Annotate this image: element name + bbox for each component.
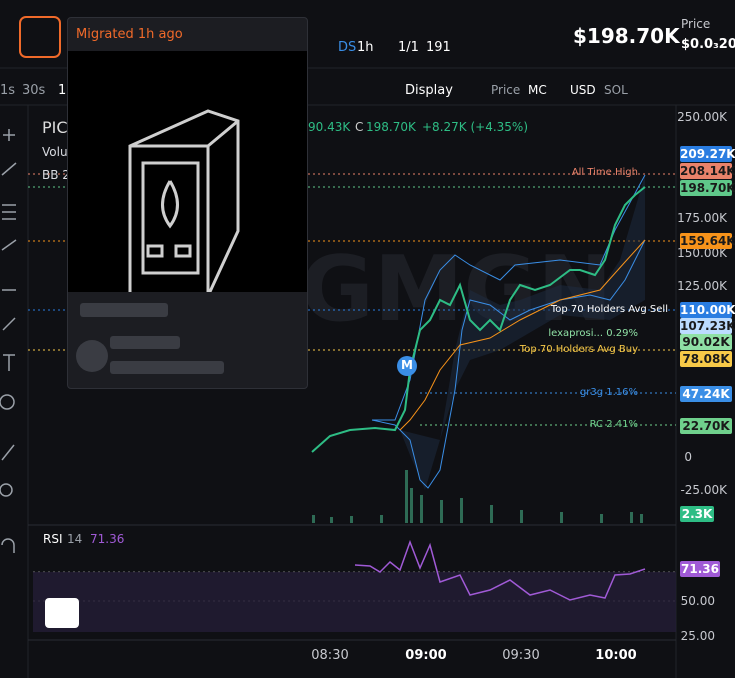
axis-label: 125.00K: [677, 279, 727, 293]
time-label: 10:00: [595, 648, 637, 663]
time-label: 08:30: [311, 648, 349, 663]
time-label: 09:00: [405, 648, 447, 663]
rsi-line: [354, 539, 646, 601]
axis-label: 150.00K: [677, 246, 727, 260]
usd-toggle[interactable]: USD: [570, 83, 596, 97]
price-tag: 90.02K: [680, 334, 732, 350]
migration-marker: [397, 356, 417, 376]
line-label: lexaprosi... 0.29%: [548, 328, 638, 339]
volume-bars: [312, 470, 643, 523]
price-label: Price: [681, 17, 711, 31]
volume-legend: Volu: [42, 145, 68, 159]
price-tag: 47.24K: [680, 386, 732, 402]
axis-label: 250.00K: [677, 110, 727, 124]
axis-label: 175.00K: [677, 211, 727, 225]
rsi-tag: 71.36: [680, 561, 720, 577]
popover-title: Migrated 1h ago: [76, 27, 183, 42]
holders: 1/1: [398, 40, 419, 55]
bb-legend: BB 2: [42, 168, 70, 182]
ds-link[interactable]: DS: [338, 40, 357, 55]
tv-logo: [45, 598, 79, 628]
skeleton: [110, 361, 224, 374]
line-label: gr3g 1.16%: [579, 387, 638, 398]
price-tag: 22.70K: [680, 418, 732, 434]
rsi-label: RSI: [43, 532, 63, 546]
close-value: 198.70K: [366, 120, 416, 134]
axis-label: 0: [684, 450, 692, 464]
interval: 1h: [357, 40, 374, 55]
ma-line: [399, 239, 646, 431]
rsi-axis-label: 50.00: [680, 594, 715, 608]
drawing-tools: [0, 129, 17, 553]
price-tag: 110.00K: [680, 302, 735, 318]
line-label: All Time High: [571, 167, 638, 178]
price-tag: 78.08K: [680, 351, 732, 367]
price-tag: 2.3K: [680, 506, 714, 522]
skeleton: [80, 303, 168, 317]
symbol: PIC: [42, 118, 68, 137]
interval-button[interactable]: 1: [58, 83, 67, 98]
interval-button[interactable]: 30s: [22, 83, 46, 98]
skeleton: [76, 340, 108, 372]
price-tag: 198.70K: [680, 180, 735, 196]
bb-upper: [372, 174, 646, 421]
bb-lower: [371, 239, 646, 489]
line-label: Top 70 Holders Avg Sell: [550, 304, 668, 315]
views: 191: [426, 40, 451, 55]
axis-label: -25.00K: [680, 483, 727, 497]
rsi-axis-label: 25.00: [680, 629, 715, 643]
change: +8.27K (+4.35%): [422, 120, 528, 134]
price-tag: 208.14K: [680, 163, 735, 179]
bb-fill: [400, 175, 645, 490]
rsi-value: 71.36: [90, 532, 125, 546]
sol-toggle[interactable]: SOL: [604, 83, 628, 97]
price-toggle[interactable]: Price: [491, 83, 521, 97]
display-menu[interactable]: Display: [405, 83, 453, 98]
low-value: 90.43K: [308, 120, 351, 134]
mc-toggle[interactable]: MC: [528, 83, 547, 97]
skeleton: [110, 336, 180, 349]
market-cap: $198.70K: [573, 24, 680, 48]
price-tag: 209.27K: [680, 146, 735, 162]
rsi-period: 14: [67, 532, 83, 546]
marker-label: M: [401, 358, 413, 372]
line-label: RC 2.41%: [589, 419, 638, 430]
token-icon[interactable]: [19, 16, 61, 58]
rsi-band: [33, 572, 676, 632]
interval-button[interactable]: 1s: [0, 83, 16, 98]
price: $0.0₃209: [681, 37, 735, 52]
price-tag: 107.23K: [680, 318, 735, 334]
time-label: 09:30: [502, 648, 540, 663]
migration-popover: Migrated 1h ago: [67, 17, 308, 389]
close-label: C: [355, 120, 364, 134]
price-tag: 159.64K: [680, 233, 735, 249]
token-image: [68, 51, 307, 292]
price-line: [311, 186, 646, 453]
line-label: Top 70 Holders Avg Buy: [519, 344, 638, 355]
